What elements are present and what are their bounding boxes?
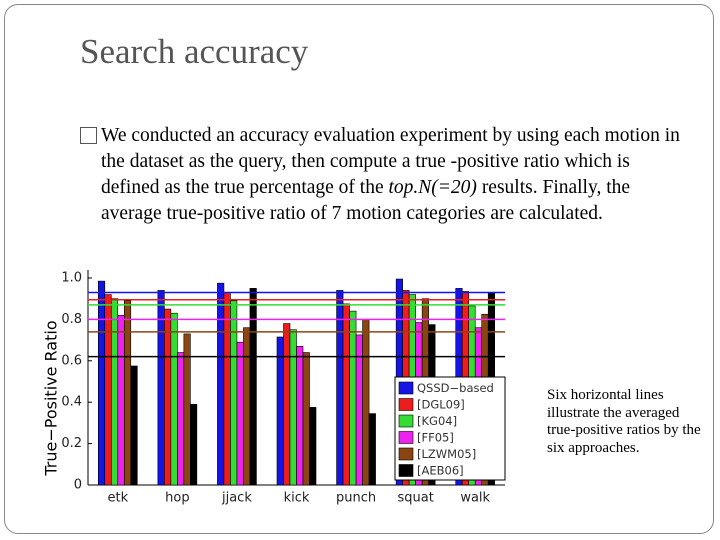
bar	[97, 280, 106, 486]
slide-title: Search accuracy	[80, 32, 309, 71]
slide-frame	[4, 4, 714, 534]
legend-swatch	[398, 447, 414, 461]
x-tick-label: jjack	[221, 491, 252, 506]
x-tick-label: hop	[165, 491, 189, 506]
bar	[289, 329, 297, 486]
x-tick-label: punch	[336, 491, 376, 506]
bar	[110, 298, 119, 486]
bar	[217, 282, 225, 486]
bar	[368, 413, 376, 486]
y-axis-label: True−Positive Ratio	[42, 320, 61, 476]
legend-label: [FF05]	[417, 431, 454, 445]
text: We conducted an accuracy evaluation expe…	[101, 125, 680, 198]
legend-label: [AEB06]	[417, 464, 464, 478]
bar	[104, 294, 112, 486]
bar	[223, 292, 231, 486]
bar	[283, 323, 291, 486]
legend-label: QSSD−based	[417, 381, 494, 395]
y-tick-label: 1.0	[61, 271, 82, 286]
x-tick-label: walk	[460, 491, 490, 506]
text: results. Finally, the average true-posit…	[101, 177, 631, 224]
bar	[249, 288, 257, 486]
legend-swatch	[398, 381, 414, 395]
y-tick-label: 0.6	[61, 353, 82, 368]
legend-swatch	[398, 414, 414, 428]
x-tick-label: etk	[107, 491, 128, 506]
bar	[342, 303, 350, 486]
y-tick-label: 0.2	[61, 436, 82, 451]
legend-box	[394, 376, 506, 481]
bar	[190, 403, 198, 486]
bar	[123, 300, 132, 486]
y-tick-label: 0	[74, 478, 82, 493]
bar	[177, 352, 185, 486]
x-tick-label: squat	[397, 491, 433, 506]
bar	[349, 310, 357, 486]
bar	[276, 336, 284, 486]
bar	[170, 312, 178, 486]
bar	[296, 346, 304, 486]
bar	[236, 341, 244, 486]
bar	[130, 365, 138, 486]
legend-label: [LZWM05]	[417, 447, 476, 461]
x-tick-label: kick	[284, 491, 310, 506]
text: top.N(=20)	[388, 177, 477, 198]
bar	[309, 407, 317, 486]
y-tick-label: 0.8	[61, 312, 82, 327]
legend-label: [KG04]	[417, 414, 457, 428]
legend-swatch	[398, 431, 414, 444]
bar	[117, 314, 125, 486]
caption: Six horizontal lines illustrate the aver…	[547, 387, 701, 456]
bar	[355, 334, 363, 486]
bar	[230, 300, 238, 486]
bar	[164, 308, 172, 486]
legend-swatch	[398, 398, 414, 411]
bullet-text: We conducted an accuracy evaluation expe…	[101, 123, 691, 227]
bar	[243, 327, 251, 486]
legend-label: [DGL09]	[417, 398, 465, 412]
bullet-icon	[80, 127, 97, 144]
bar	[302, 352, 310, 486]
y-tick-label: 0.4	[61, 395, 82, 410]
legend-swatch	[398, 464, 414, 477]
bar	[362, 319, 370, 486]
